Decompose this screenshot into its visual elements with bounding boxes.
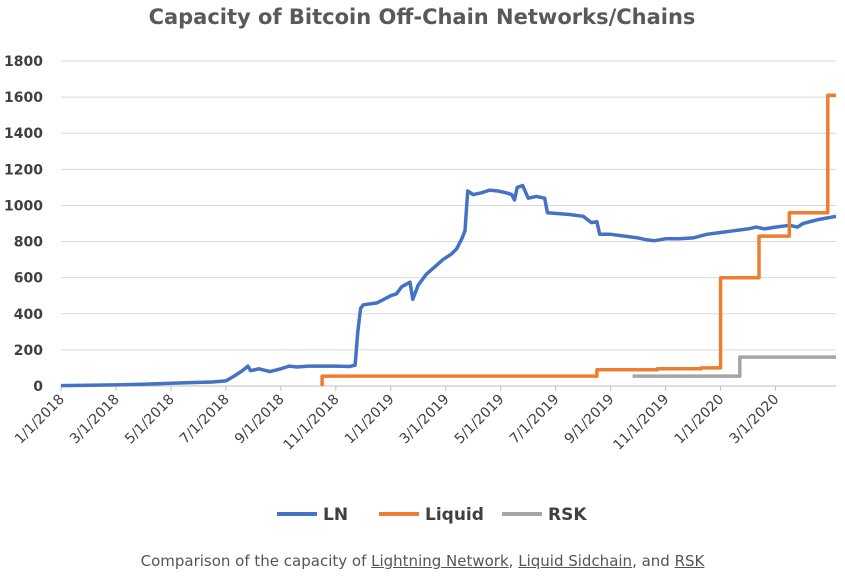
y-tick-label: 600 <box>14 271 43 287</box>
series-group <box>60 93 837 388</box>
y-tick-label: 800 <box>14 235 43 251</box>
legend-label-rsk: RSK <box>548 505 587 525</box>
x-tick-label: 1/1/2018 <box>12 392 68 448</box>
x-tick-label: 3/1/2020 <box>727 392 783 448</box>
x-tick-label: 9/1/2018 <box>232 392 288 448</box>
y-tick-label: 1400 <box>4 126 43 142</box>
series-line-ln <box>60 183 837 388</box>
link-rsk[interactable]: RSK <box>674 552 705 570</box>
x-tick-label: 5/1/2018 <box>122 392 178 448</box>
x-tick-label: 7/1/2019 <box>507 392 563 448</box>
x-tick-label: 5/1/2019 <box>452 392 508 448</box>
x-tick-label: 3/1/2018 <box>67 392 123 448</box>
axis: 0 200 400 600 800 1000 1200 1400 1600 1800 1/1/201… <box>4 54 836 454</box>
x-tick-label: 7/1/2018 <box>177 392 233 448</box>
x-tick-label: 11/1/2018 <box>281 392 343 454</box>
legend-label-liquid: Liquid <box>425 505 484 525</box>
y-tick-label: 400 <box>14 307 43 323</box>
y-tick-label: 1600 <box>4 90 43 106</box>
x-tick-label: 11/1/2019 <box>610 392 672 454</box>
x-tick-label: 3/1/2019 <box>397 392 453 448</box>
chart-title: Capacity of Bitcoin Off-Chain Networks/C… <box>149 5 696 29</box>
y-tick-label: 0 <box>33 379 43 395</box>
y-tick-label: 1200 <box>4 162 43 178</box>
grid <box>61 60 836 351</box>
x-tick-label: 9/1/2019 <box>562 392 618 448</box>
y-tick-label: 1800 <box>4 54 43 70</box>
series-line-rsk <box>632 355 836 378</box>
y-tick-label: 200 <box>14 343 43 359</box>
legend: LN Liquid RSK <box>277 505 587 525</box>
chart-svg: Capacity of Bitcoin Off-Chain Networks/C… <box>4 5 837 525</box>
x-tick-label: 1/1/2019 <box>342 392 398 448</box>
caption: Comparison of the capacity of Lightning … <box>0 552 845 570</box>
link-lightning-network[interactable]: Lightning Network <box>371 552 509 570</box>
y-tick-label: 1000 <box>4 198 43 214</box>
series-line-liquid <box>320 93 836 386</box>
caption-prefix: Comparison of the capacity of <box>140 552 372 570</box>
caption-sep-1: , <box>508 552 519 570</box>
link-liquid-sidechain[interactable]: Liquid Sidchain <box>518 552 633 570</box>
legend-label-ln: LN <box>323 505 348 525</box>
chart: Capacity of Bitcoin Off-Chain Networks/C… <box>4 5 837 525</box>
x-tick-label: 1/1/2020 <box>672 392 728 448</box>
caption-sep-2: , and <box>632 552 675 570</box>
